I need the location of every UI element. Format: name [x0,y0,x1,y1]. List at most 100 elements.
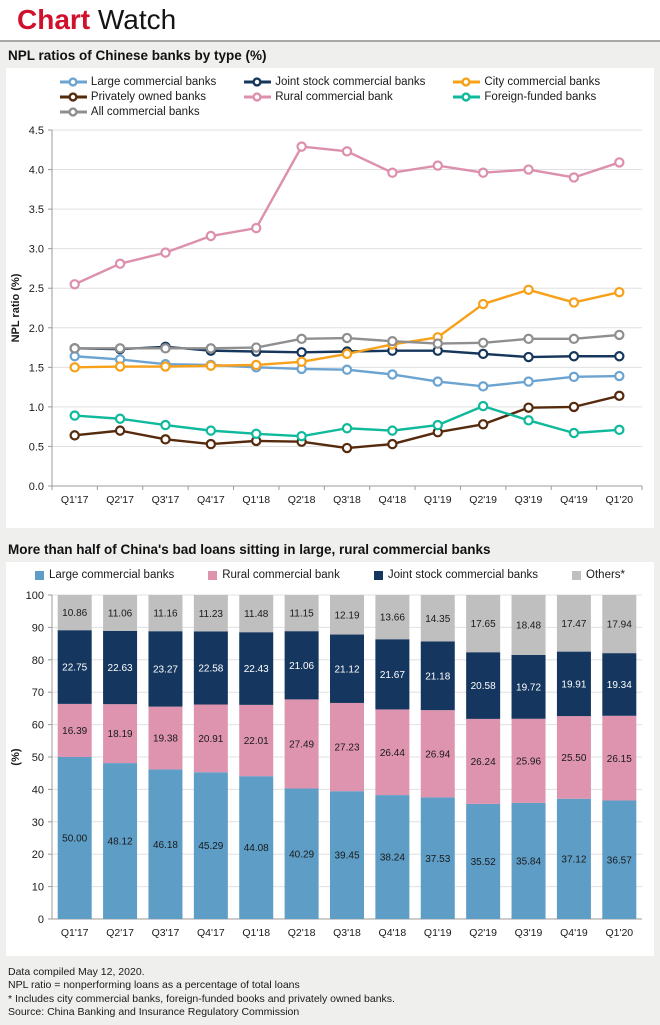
legend-label: Joint stock commercial banks [275,76,426,88]
masthead: Chart Watch [0,0,660,40]
bad-loans-stacked-bar-chart: 0 10 20 30 40 50 60 70 80 90 100 (%) Q1'17 Q2'17 Q3'17… [10,590,642,939]
svg-text:23.27: 23.27 [153,664,178,675]
bar-q3-19: 35.84 25.96 19.72 18.48 [511,595,546,919]
segment-large-commercial-banks [556,798,591,919]
svg-text:21.12: 21.12 [334,664,359,675]
segment-large-commercial-banks [330,791,364,919]
line-marker-icon [453,92,481,102]
svg-text:Q4'17: Q4'17 [197,927,225,939]
svg-text:44.08: 44.08 [244,843,269,854]
svg-text:Q2'17: Q2'17 [106,494,134,506]
svg-text:30: 30 [32,817,44,829]
svg-text:25.96: 25.96 [516,756,541,767]
line-marker-icon [453,77,481,87]
svg-text:Q3'18: Q3'18 [333,494,361,506]
bar-q2-17: 48.12 18.19 22.63 11.06 [103,595,138,919]
page-title-rest: Watch [97,4,177,35]
segment-rural-commercial-bank [511,718,546,803]
legend-item-joint-stock-commercial-banks: Joint stock commercial banks [373,569,539,581]
svg-text:Q1'19: Q1'19 [424,927,452,939]
svg-text:70: 70 [32,687,44,699]
segment-others [420,595,455,642]
segment-joint-stock-commercial-banks [466,652,501,719]
line-marker-icon [244,92,272,102]
svg-text:4.0: 4.0 [29,165,44,177]
svg-text:10.86: 10.86 [62,608,87,619]
svg-text:2.0: 2.0 [29,323,44,335]
svg-text:Q3'19: Q3'19 [515,927,543,939]
svg-text:Q4'19: Q4'19 [560,494,588,506]
segment-rural-commercial-bank [284,699,319,789]
header-divider [0,40,660,42]
svg-text:11.06: 11.06 [108,609,133,620]
svg-text:Q4'18: Q4'18 [379,927,407,939]
svg-text:35.52: 35.52 [471,857,496,868]
segment-joint-stock-commercial-banks [148,631,183,707]
segment-large-commercial-banks [284,788,319,919]
svg-text:Q1'20: Q1'20 [605,494,633,506]
svg-text:90: 90 [32,622,44,634]
segment-others [103,595,138,631]
segment-joint-stock-commercial-banks [511,654,546,719]
segment-rural-commercial-bank [239,704,274,777]
legend-label: Joint stock commercial banks [387,569,539,581]
legend-swatch-icon [572,570,582,580]
svg-text:17.47: 17.47 [561,619,586,630]
segment-others [602,595,637,654]
segment-large-commercial-banks [602,800,637,919]
segment-joint-stock-commercial-banks [239,632,274,705]
segment-large-commercial-banks [420,797,455,919]
legend-swatch-icon [373,570,383,580]
segment-others [148,595,183,632]
svg-text:Q1'18: Q1'18 [242,927,270,939]
segment-joint-stock-commercial-banks [330,634,364,703]
svg-text:40: 40 [32,784,44,796]
legend-item-foreign-funded-banks: Foreign-funded banks [453,91,600,103]
bar-q4-19: 37.12 25.50 19.91 17.47 [556,595,591,919]
legend-label: Large commercial banks [90,76,217,88]
segment-rural-commercial-bank [375,709,410,796]
legend-item-others: Others* [572,569,625,581]
legend-label: Privately owned banks [90,91,206,103]
svg-text:Q4'18: Q4'18 [379,494,407,506]
svg-text:1.5: 1.5 [29,362,44,374]
legend-item-rural-commercial-bank: Rural commercial bank [208,569,340,581]
segment-rural-commercial-bank [556,716,591,799]
svg-text:21.06: 21.06 [289,661,314,672]
segment-others [330,595,364,635]
page-title: Chart Watch [17,6,176,34]
line-marker-icon [59,92,87,102]
svg-text:18.48: 18.48 [516,621,541,632]
legend-item-all-commercial-banks: All commercial banks [59,106,216,118]
svg-text:22.43: 22.43 [244,664,269,675]
segment-large-commercial-banks [511,802,546,919]
legend-label: Large commercial banks [48,569,175,581]
svg-text:100: 100 [26,590,44,602]
bar-q3-17: 46.18 19.38 23.27 11.16 [148,595,183,919]
segment-rural-commercial-bank [602,715,637,801]
svg-text:22.01: 22.01 [244,736,269,747]
legend-item-large-commercial-banks: Large commercial banks [34,569,175,581]
segment-others [284,595,319,632]
svg-text:26.94: 26.94 [425,749,450,760]
svg-text:26.24: 26.24 [471,757,496,768]
segment-others [375,594,410,640]
svg-text:36.57: 36.57 [607,855,632,866]
bar-q1-17: 50.00 16.39 22.75 10.86 [57,595,92,919]
segment-others [556,595,591,652]
svg-text:3.0: 3.0 [29,244,44,256]
svg-text:Q2'19: Q2'19 [469,927,497,939]
segment-joint-stock-commercial-banks [556,651,591,717]
svg-text:20.58: 20.58 [471,681,496,692]
svg-text:21.67: 21.67 [380,670,405,681]
svg-text:22.75: 22.75 [62,663,87,674]
svg-text:Q3'17: Q3'17 [152,494,180,506]
segment-rural-commercial-bank [193,704,228,773]
axes: 0 10 20 30 40 50 60 70 80 90 100 (%) Q1'17 Q2'17 Q3'17… [10,590,633,939]
svg-text:27.23: 27.23 [334,743,359,754]
svg-text:Q2'18: Q2'18 [288,927,316,939]
segment-large-commercial-banks [239,776,274,919]
svg-text:46.18: 46.18 [153,840,178,851]
legend-label: Others* [586,569,626,581]
svg-text:17.94: 17.94 [607,620,632,631]
